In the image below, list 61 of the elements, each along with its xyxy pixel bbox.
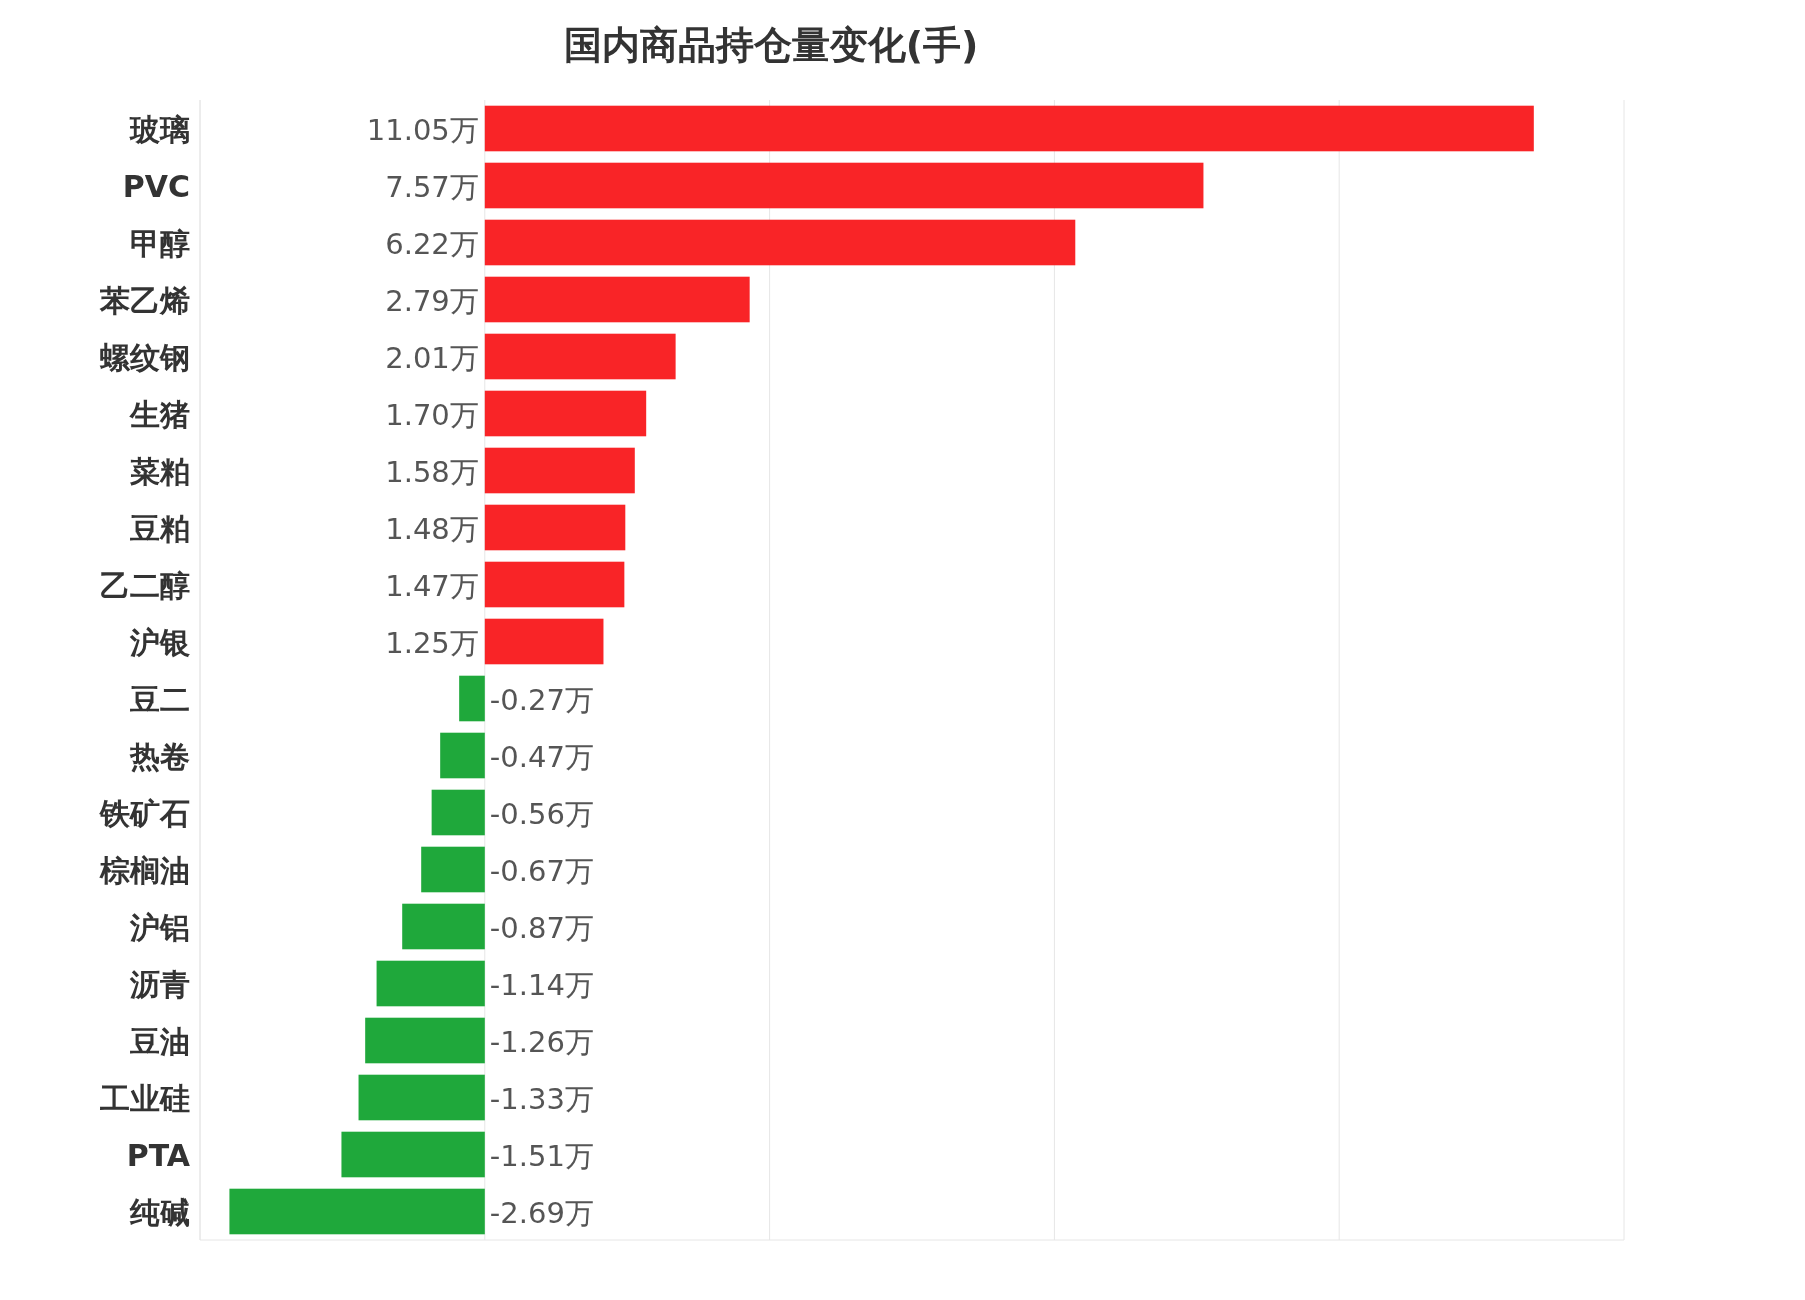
bar [365,1017,485,1064]
y-tick-label: 乙二醇 [100,567,190,603]
chart-title: 国内商品持仓量变化(手) [563,23,979,67]
bar [376,960,485,1007]
bar [431,789,485,836]
y-tick-label: 生猪 [129,396,190,432]
data-label: 2.79万 [385,283,479,318]
y-tick-label: 螺纹钢 [99,339,190,375]
bar [341,1131,485,1178]
y-tick-label: 苯乙烯 [99,282,190,318]
bar [440,732,485,779]
bar [229,1188,485,1235]
data-label: -0.47万 [489,739,594,774]
bar [484,561,625,608]
data-label: 7.57万 [385,169,479,204]
bar [484,390,647,437]
bar [484,105,1534,152]
bar [484,219,1076,266]
y-tick-label: 豆粕 [129,510,190,546]
bar [484,618,604,665]
bar [358,1074,485,1121]
data-label: -0.56万 [489,796,594,831]
bar [459,675,485,722]
data-label: 6.22万 [385,226,479,261]
y-tick-label: 豆油 [129,1023,190,1059]
data-label: -0.87万 [489,910,594,945]
y-tick-label: 豆二 [129,681,190,717]
data-label: -1.51万 [489,1138,594,1173]
data-label: 11.05万 [366,112,479,147]
y-tick-label: 沪铝 [129,909,190,945]
bar [402,903,485,950]
data-label: -1.26万 [489,1024,594,1059]
y-tick-label: 热卷 [129,738,190,774]
y-tick-label: 棕榈油 [99,852,190,888]
bar [484,504,626,551]
data-label: -1.14万 [489,967,594,1002]
bar [484,162,1204,209]
y-tick-label: 菜粕 [129,453,190,489]
y-tick-label: 铁矿石 [99,795,190,831]
data-label: 1.58万 [385,454,479,489]
data-label: -1.33万 [489,1081,594,1116]
data-label: -0.27万 [489,682,594,717]
bar [484,447,635,494]
data-label: -0.67万 [489,853,594,888]
y-tick-label: PTA [126,1137,191,1173]
y-tick-label: 纯碱 [129,1194,190,1230]
data-label: 2.01万 [385,340,479,375]
y-tick-label: 玻璃 [129,111,190,147]
data-label: 1.70万 [385,397,479,432]
data-label: 1.47万 [385,568,479,603]
data-label: 1.48万 [385,511,479,546]
bar [484,333,676,380]
y-tick-label: 沪银 [129,624,190,660]
bar [421,846,485,893]
data-label: -2.69万 [489,1195,594,1230]
data-label: 1.25万 [385,625,479,660]
y-tick-label: 甲醇 [130,225,190,261]
bar [484,276,750,323]
y-tick-label: 沥青 [129,966,190,1002]
y-tick-label: PVC [122,168,190,204]
y-tick-label: 工业硅 [99,1080,190,1116]
